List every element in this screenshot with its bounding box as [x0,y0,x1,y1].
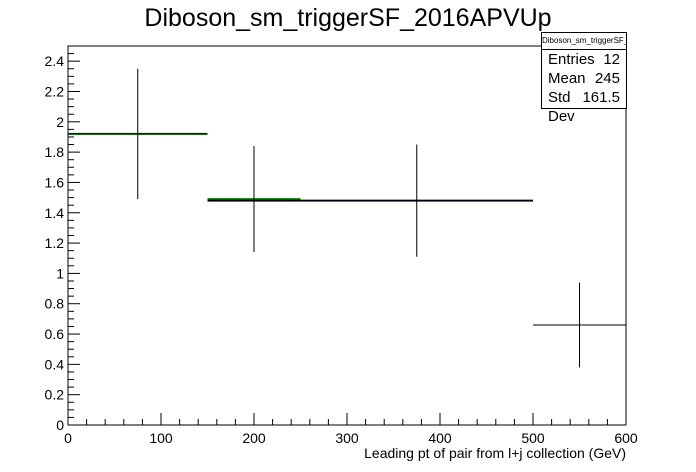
chart-title: Diboson_sm_triggerSF_2016APVUp [144,4,552,32]
x-axis-label: Leading pt of pair from l+j collection (… [364,445,626,461]
stats-box: Diboson_sm_triggerSF_2016APVUp Entries 1… [541,32,627,125]
y-tick-label: 2 [56,114,64,130]
y-tick-label: 1.4 [45,205,65,221]
y-tick-label: 0.4 [45,356,65,372]
stats-stddev-label: Std Dev [548,89,575,125]
y-tick-label: 0.6 [45,326,65,342]
x-tick-label: 300 [335,430,359,446]
y-tick-label: 1.2 [45,235,65,251]
y-tick-label: 0.8 [45,296,65,312]
stats-entries-value: 12 [603,51,620,68]
x-tick-label: 400 [428,430,452,446]
x-tick-label: 0 [64,430,72,446]
y-tick-label: 0 [56,417,64,433]
y-tick-label: 0.2 [45,387,65,403]
stats-stddev-value: 161.5 [582,89,620,106]
y-tick-label: 1 [56,265,64,281]
stats-entries-label: Entries [548,51,595,68]
stats-mean-label: Mean [548,70,586,87]
x-tick-label: 500 [521,430,545,446]
y-tick-label: 1.8 [45,144,65,160]
y-tick-label: 2.2 [45,83,65,99]
y-tick-label: 1.6 [45,174,65,190]
stats-mean-row: Mean 245 [542,69,626,88]
x-tick-label: 600 [614,430,638,446]
x-tick-label: 200 [242,430,266,446]
y-tick-label: 2.4 [45,53,65,69]
x-tick-label: 100 [149,430,173,446]
stats-box-title: Diboson_sm_triggerSF_2016APVUp [542,33,626,50]
stats-mean-value: 245 [594,70,620,87]
stats-stddev-row: Std Dev 161.5 [542,88,626,126]
stats-entries-row: Entries 12 [542,50,626,69]
